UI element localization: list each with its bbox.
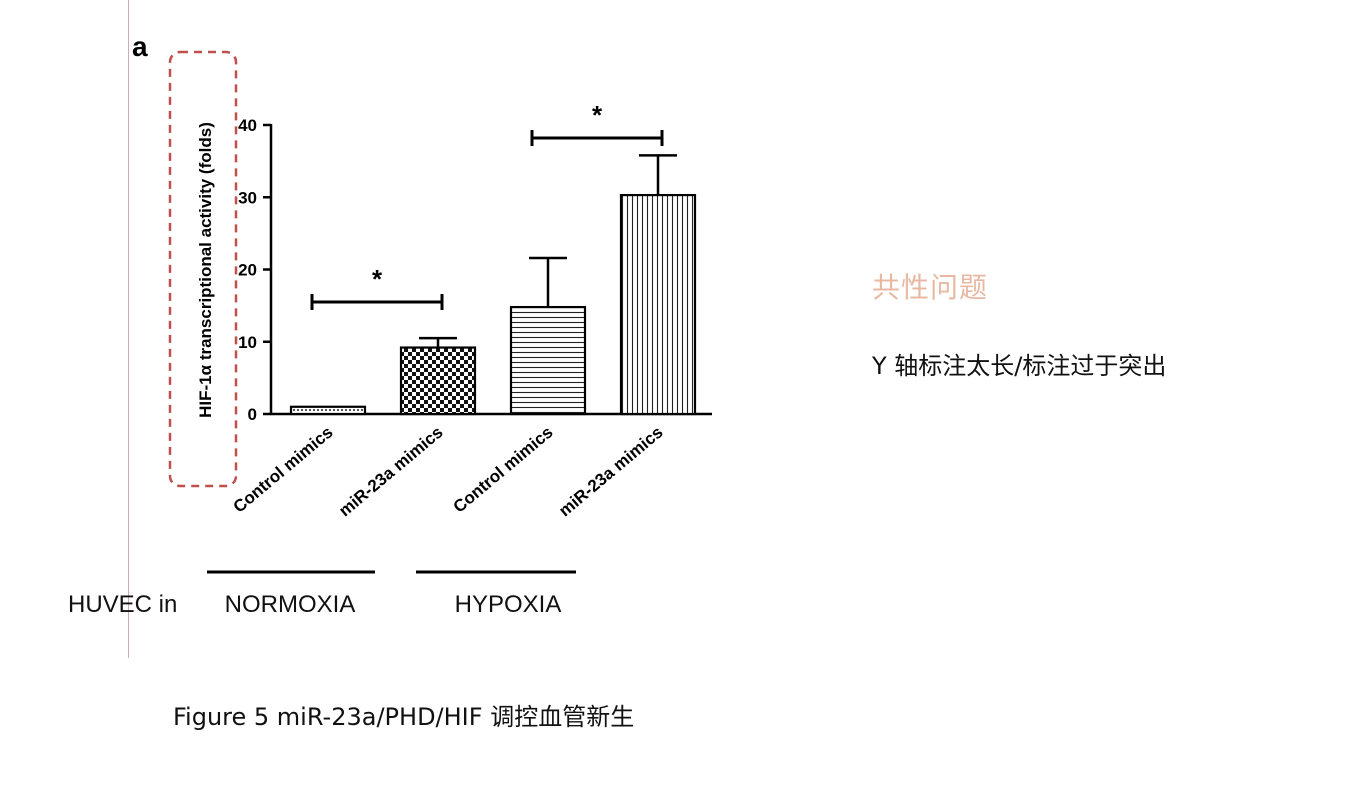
group-label: HYPOXIA [455,591,562,618]
significance-markers: ** [310,100,664,311]
y-axis-label: HIF-1α transcriptional activity (folds) [196,122,215,418]
bar [289,405,367,416]
y-ticks: 0 10 20 30 40 [238,116,271,424]
annotation-note: Y 轴标注太长/标注过于突出 [872,352,1167,380]
bar [399,346,477,416]
x-tick-label: miR-23a mimics [335,423,446,521]
y-label-highlight-box [168,50,238,488]
group-labels: NORMOXIA HYPOXIA [207,570,576,618]
significance-label: * [372,264,383,294]
annotation-heading: 共性问题 [872,271,989,304]
group-label: NORMOXIA [225,591,356,618]
x-tick-label: miR-23a mimics [555,423,666,521]
y-tick-label: 40 [238,116,257,135]
significance-label: * [592,100,603,130]
x-tick-label: Control mimics [450,423,557,517]
bar [619,193,697,416]
panel-label: a [132,31,148,62]
bars [289,193,697,416]
y-tick-label: 10 [238,333,257,352]
guide-line [128,0,129,658]
chart: a HIF-1α transcriptional activity (folds… [68,31,712,618]
figure-caption: Figure 5 miR-23a/PHD/HIF 调控血管新生 [173,703,635,731]
error-bars [419,154,677,348]
y-tick-label: 30 [238,188,257,207]
x-tick-label: Control mimics [230,423,337,517]
bar [509,305,587,416]
y-tick-label: 0 [248,405,257,424]
y-tick-label: 20 [238,261,257,280]
group-prefix-label: HUVEC in [68,591,177,618]
